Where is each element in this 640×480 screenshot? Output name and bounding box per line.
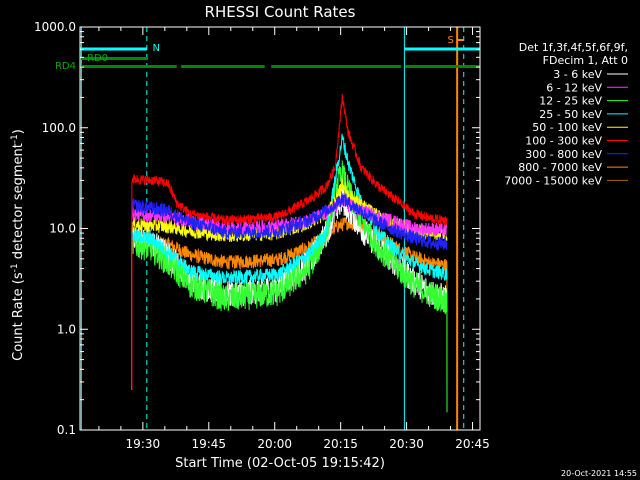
y-axis-title-mid: detector segment [11, 143, 26, 263]
annotation-n: N [153, 43, 160, 54]
x-tick-label-3: 20:15 [323, 437, 358, 451]
legend-label-6: 300 - 800 keV [525, 148, 602, 161]
annotation-s: S [447, 35, 453, 46]
attenuator-bars: RD0 RD4 [55, 53, 480, 72]
legend-label-2: 12 - 25 keV [539, 95, 602, 108]
x-tick-label-4: 20:30 [389, 437, 424, 451]
series-line-3 [131, 133, 448, 390]
series-line-7 [131, 216, 448, 413]
y-axis-title-sup2: -1 [10, 134, 20, 143]
x-axis-title: Start Time (02-Oct-05 19:15:42) [175, 456, 385, 471]
y-tick-label-2: 10.0 [49, 222, 76, 236]
series-line-2 [131, 160, 448, 413]
x-tick-label-0: 19:30 [126, 437, 161, 451]
y-tick-label-1: 1.0 [57, 322, 76, 336]
legend-label-7: 800 - 7000 keV [518, 161, 602, 174]
legend-label-0: 3 - 6 keV [553, 68, 602, 81]
footer-date: 20-Oct-2021 14:55 [561, 469, 637, 478]
y-axis-title-sup1: -1 [10, 263, 20, 272]
legend-header-line1: Det 1f,3f,4f,5f,6f,9f, [519, 41, 628, 54]
y-axis-title-end: ) [11, 129, 26, 134]
y-tick-label-4: 1000.0 [34, 20, 76, 34]
legend-label-8: 7000 - 15000 keV [504, 174, 602, 187]
axes: 0.1 1.0 10.0 100.0 1000.0 19:30 19:45 20:00 20:1… [34, 20, 490, 451]
rd0-label: RD0 [87, 53, 108, 64]
y-axis-title-start: Count Rate (s [11, 272, 26, 361]
series-line-5 [131, 93, 448, 390]
chart-title: RHESSI Count Rates [205, 3, 356, 21]
y-tick-label-0: 0.1 [57, 423, 76, 437]
y-axis-title: Count Rate (s-1 detector segment-1) [10, 129, 26, 361]
legend-label-3: 25 - 50 keV [539, 108, 602, 121]
legend: Det 1f,3f,4f,5f,6f,9f,FDecim 1, Att 03 -… [504, 41, 628, 187]
legend-label-5: 100 - 300 keV [525, 135, 602, 148]
y-tick-label-3: 100.0 [42, 121, 76, 135]
legend-header-line2: FDecim 1, Att 0 [543, 54, 628, 67]
legend-label-4: 50 - 100 keV [532, 121, 602, 134]
x-tick-label-2: 20:00 [257, 437, 292, 451]
x-tick-label-5: 20:45 [455, 437, 490, 451]
legend-label-1: 6 - 12 keV [546, 81, 602, 94]
series-layer [131, 93, 448, 413]
x-tick-label-1: 19:45 [191, 437, 226, 451]
series-line-6 [131, 193, 448, 390]
rd4-label: RD4 [55, 61, 76, 72]
